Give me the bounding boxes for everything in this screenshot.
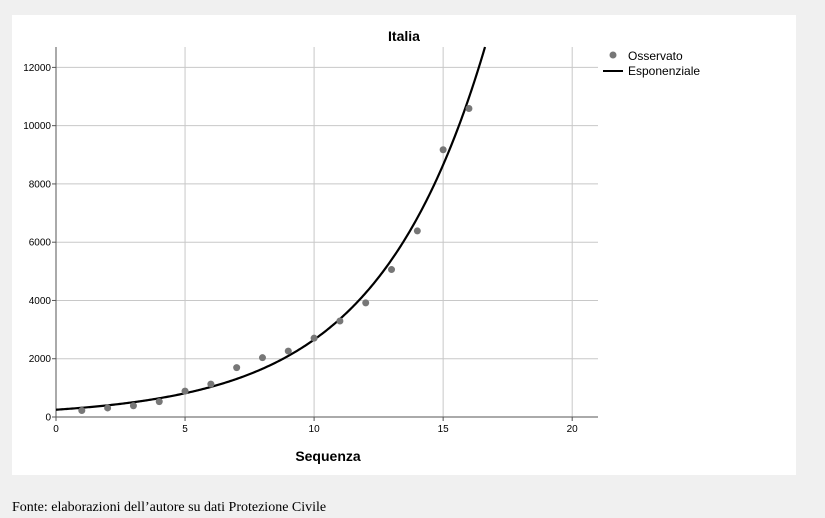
data-point-osservato [129, 402, 137, 410]
y-tick-label: 4000 [29, 296, 52, 307]
data-point-osservato [284, 347, 292, 355]
y-tick-label: 12000 [23, 63, 51, 74]
data-point-osservato [336, 317, 344, 325]
series-line-esponenziale [55, 46, 487, 411]
source-note: Fonte: elaborazioni dell’autore su dati … [12, 500, 327, 515]
x-axis-label: Sequenza [295, 448, 361, 464]
x-tick-label: 5 [182, 424, 188, 435]
data-point-osservato [207, 380, 215, 388]
chart-panel: 0 2000 4000 6000 8000 10000 12000 0 5 10 15 20 Ital… [12, 15, 796, 475]
y-tick-label: 2000 [29, 354, 52, 365]
data-point-osservato [362, 299, 370, 307]
x-tick-label: 10 [309, 424, 321, 435]
x-tick-label: 0 [53, 424, 59, 435]
data-point-osservato [233, 364, 241, 372]
y-tick-label: 0 [45, 413, 51, 424]
x-tick-label: 15 [438, 424, 450, 435]
data-point-osservato [258, 354, 266, 362]
data-point-osservato [78, 407, 86, 415]
x-tick-label: 20 [567, 424, 579, 435]
legend-label-osservato: Osservato [628, 49, 683, 63]
data-point-osservato [413, 227, 421, 235]
data-point-osservato [181, 387, 189, 395]
chart-plot: 0 2000 4000 6000 8000 10000 12000 0 5 10 15 20 Ital… [23, 28, 700, 464]
legend: Osservato Esponenziale [603, 49, 700, 78]
data-point-osservato [465, 104, 473, 112]
data-point-osservato [439, 146, 447, 154]
data-point-osservato [310, 334, 318, 342]
legend-label-esponenziale: Esponenziale [628, 64, 700, 78]
y-tick-label: 8000 [29, 179, 52, 190]
legend-marker-osservato [609, 51, 617, 59]
data-point-osservato [104, 404, 112, 412]
y-tick-label: 6000 [29, 238, 52, 249]
data-point-osservato [155, 398, 163, 406]
y-tick-label: 10000 [23, 121, 51, 132]
chart-title: Italia [388, 28, 420, 44]
data-point-osservato [388, 266, 396, 274]
